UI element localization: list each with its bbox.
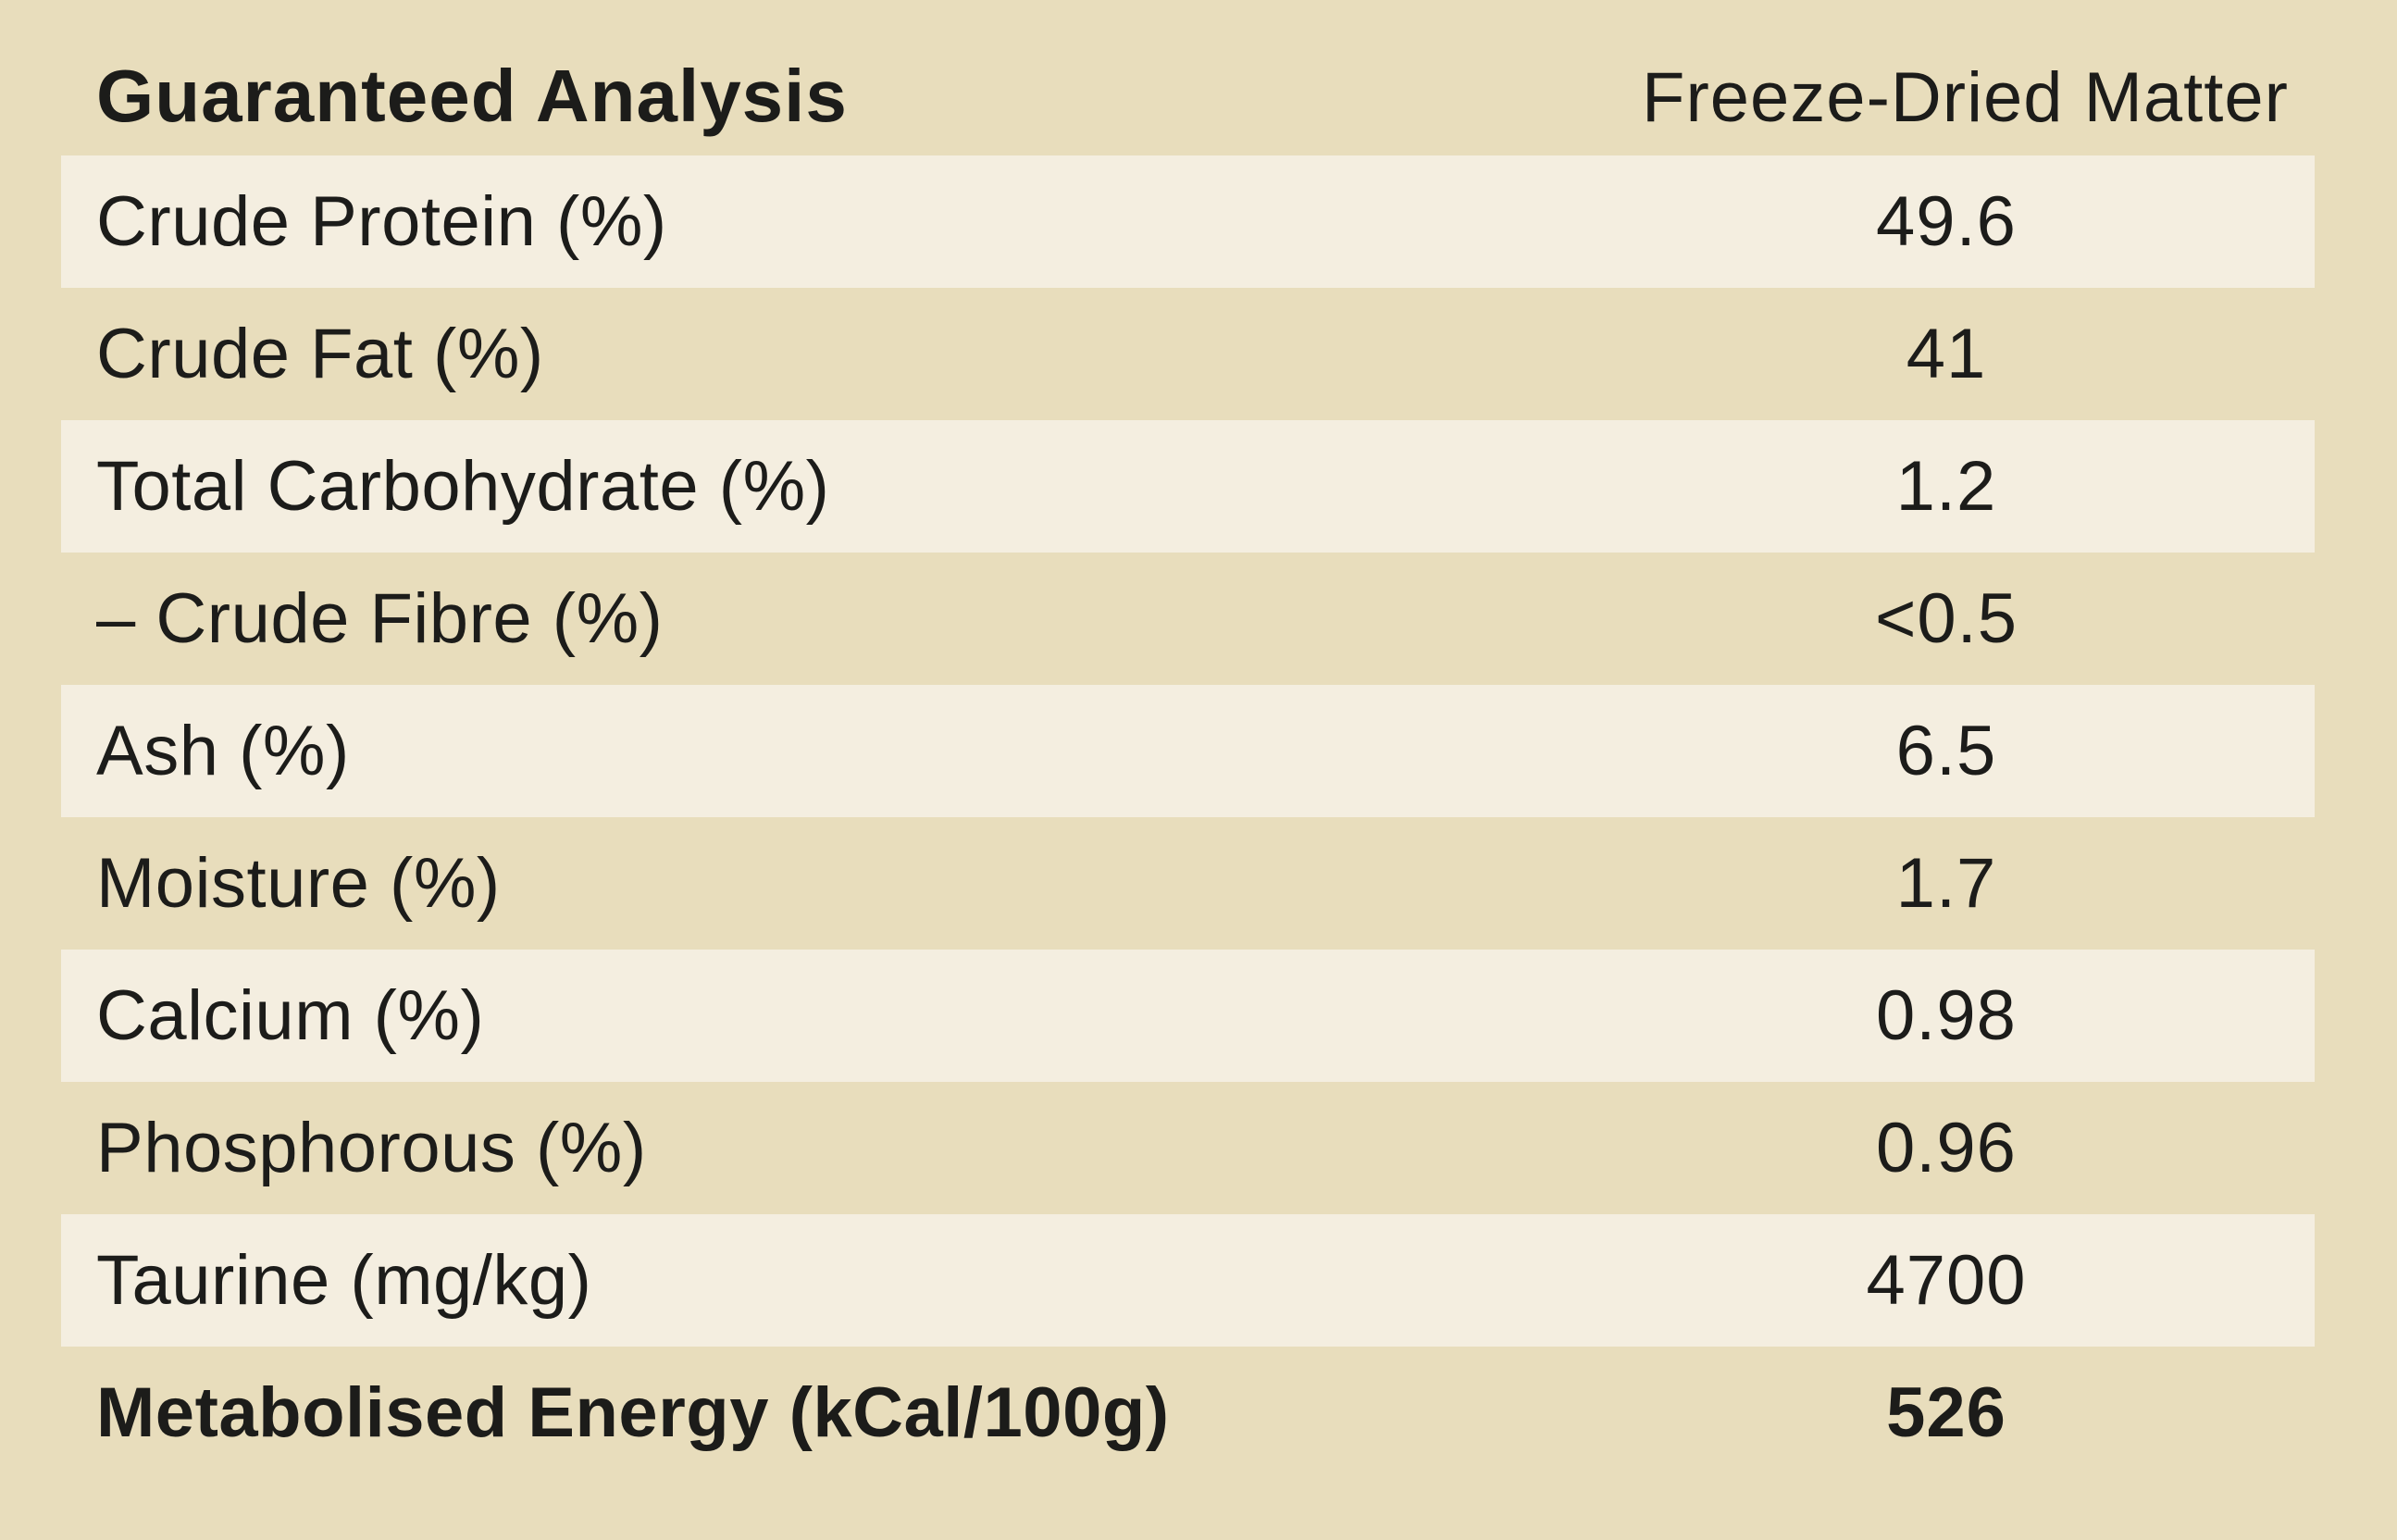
row-value: 6.5 [1895, 712, 1997, 790]
row-value: 41 [1906, 315, 1987, 393]
row-value: 49.6 [1876, 182, 2017, 261]
row-value: 1.2 [1895, 447, 1997, 526]
table-row: Crude Fat (%) 41 [61, 288, 2315, 420]
table-row: Total Carbohydrate (%) 1.2 [61, 420, 2315, 553]
row-label: – Crude Fibre (%) [96, 579, 664, 658]
table-row: Crude Protein (%) 49.6 [61, 155, 2315, 288]
row-label: Metabolised Energy (kCal/100g) [96, 1373, 1170, 1452]
row-label: Crude Fat (%) [96, 315, 544, 393]
table-row: Phosphorous (%) 0.96 [61, 1082, 2315, 1214]
row-value: 1.7 [1895, 844, 1997, 923]
table-row-total-energy: Metabolised Energy (kCal/100g) 526 [61, 1347, 2315, 1479]
row-label: Moisture (%) [96, 844, 501, 923]
table-row: Taurine (mg/kg) 4700 [61, 1214, 2315, 1347]
row-value: 526 [1886, 1373, 2006, 1452]
table-row: Moisture (%) 1.7 [61, 817, 2315, 950]
row-value: <0.5 [1874, 579, 2018, 658]
row-value: 0.96 [1876, 1109, 2017, 1187]
row-label: Taurine (mg/kg) [96, 1241, 592, 1320]
row-value: 0.98 [1876, 976, 2017, 1055]
row-label: Crude Protein (%) [96, 182, 667, 261]
table-row: Ash (%) 6.5 [61, 685, 2315, 817]
table-row: – Crude Fibre (%) <0.5 [61, 553, 2315, 685]
table-row: Calcium (%) 0.98 [61, 950, 2315, 1082]
row-value: 4700 [1866, 1241, 2027, 1320]
column-header-freeze-dried-matter: Freeze-Dried Matter [1642, 58, 2289, 137]
guaranteed-analysis-table: Crude Protein (%) 49.6 Crude Fat (%) 41 To… [61, 155, 2315, 1479]
table-header: Guaranteed Analysis Freeze-Dried Matter [0, 0, 2397, 155]
table-title: Guaranteed Analysis [96, 55, 848, 137]
row-label: Ash (%) [96, 712, 350, 790]
row-label: Phosphorous (%) [96, 1109, 647, 1187]
row-label: Total Carbohydrate (%) [96, 447, 830, 526]
row-label: Calcium (%) [96, 976, 485, 1055]
